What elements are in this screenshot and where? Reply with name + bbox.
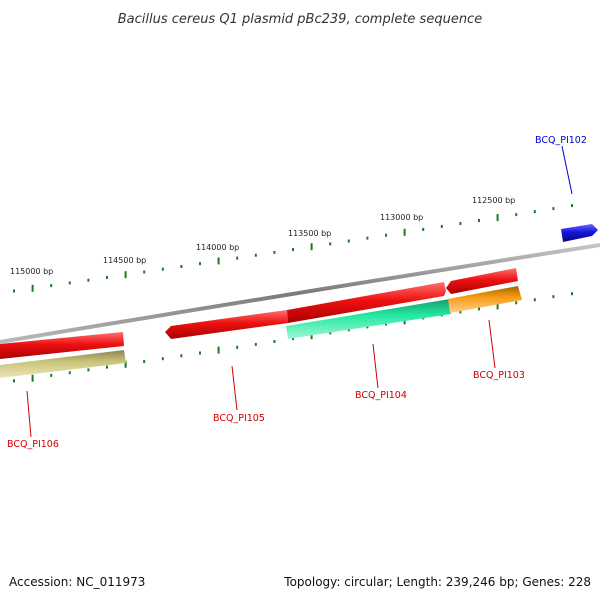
- gene-feature-bcq-pi106-forward[interactable]: [0, 332, 124, 359]
- inner-ruler-tick: [552, 295, 555, 299]
- outer-ruler-tick: [459, 222, 462, 225]
- outer-ruler-tick: [403, 228, 406, 236]
- outer-ruler-tick: [236, 256, 239, 260]
- inner-ruler-tick: [273, 340, 276, 343]
- outer-ruler-tick: [180, 265, 183, 268]
- ruler-label-112500: 112500 bp: [472, 196, 515, 205]
- inner-ruler-tick: [199, 351, 201, 355]
- gene-label-bcq-pi102[interactable]: BCQ_PI102: [535, 135, 587, 146]
- inner-ruler-tick: [515, 301, 518, 305]
- inner-ruler-tick: [366, 325, 369, 329]
- inner-ruler-tick: [50, 373, 53, 377]
- outer-ruler-tick: [440, 224, 443, 228]
- outer-ruler-tick: [106, 276, 108, 279]
- inner-ruler-tick: [161, 357, 164, 361]
- inner-ruler-tick: [254, 342, 257, 346]
- inner-ruler-tick: [31, 374, 34, 382]
- inner-ruler-tick: [68, 371, 71, 375]
- gene-feature-bcq-pi103[interactable]: [448, 286, 522, 313]
- outer-ruler-tick: [50, 284, 53, 288]
- inner-ruler-tick: [217, 346, 220, 354]
- gene-feature-bcq-pi106[interactable]: [0, 350, 126, 378]
- gene-feature-bcq-pi105[interactable]: [165, 310, 288, 339]
- outer-ruler-tick: [199, 262, 201, 266]
- callout-line-bcq-pi103: [488, 319, 496, 369]
- gene-feature-bcq-pi102[interactable]: [561, 224, 598, 242]
- outer-ruler-tick: [478, 219, 480, 222]
- inner-ruler-tick: [571, 292, 573, 296]
- outer-ruler-tick: [496, 214, 499, 222]
- outer-ruler-tick: [571, 204, 573, 208]
- outer-ruler-tick: [422, 227, 425, 231]
- ruler-labels: 115000 bp 114500 bp 114000 bp 113500 bp …: [10, 196, 515, 276]
- inner-ruler-tick: [106, 365, 108, 369]
- outer-ruler-tick: [13, 289, 15, 293]
- callout-line-bcq-pi105: [231, 365, 238, 411]
- outer-ruler-tick: [124, 271, 127, 279]
- gene-label-bcq-pi103[interactable]: BCQ_PI103: [473, 370, 525, 381]
- outer-ruler-tick: [385, 233, 387, 237]
- gene-label-bcq-pi105[interactable]: BCQ_PI105: [213, 413, 265, 424]
- inner-ruler-tick: [533, 298, 536, 302]
- callout-line-bcq-pi102: [561, 145, 573, 195]
- ruler-label-114500: 114500 bp: [103, 256, 146, 265]
- inner-ruler-tick: [478, 307, 480, 311]
- map-title: Bacillus cereus Q1 plasmid pBc239, compl…: [118, 12, 482, 27]
- inner-ruler-tick: [180, 354, 183, 358]
- accession-text: Accession: NC_011973: [9, 575, 145, 589]
- ruler-label-115000: 115000 bp: [10, 267, 53, 276]
- outer-ruler-tick: [533, 210, 536, 214]
- topology-summary-text: Topology: circular; Length: 239,246 bp; …: [283, 575, 591, 589]
- gene-label-bcq-pi104[interactable]: BCQ_PI104: [355, 390, 407, 401]
- callout-line-bcq-pi106: [26, 390, 32, 438]
- outer-ruler-tick: [68, 281, 71, 285]
- inner-ruler-tick: [496, 302, 499, 310]
- gene-label-bcq-pi106[interactable]: BCQ_PI106: [7, 439, 59, 450]
- inner-ruler-tick: [292, 337, 294, 341]
- callout-line-bcq-pi104: [372, 343, 379, 389]
- inner-ruler-tick: [459, 310, 462, 314]
- outer-ruler-tick: [310, 243, 313, 251]
- inner-ruler-tick: [143, 360, 146, 363]
- outer-ruler-tick: [143, 270, 146, 274]
- outer-ruler-tick: [329, 242, 332, 246]
- outer-ruler-tick: [515, 213, 518, 217]
- ruler-label-114000: 114000 bp: [196, 243, 239, 252]
- outer-ruler-tick: [347, 239, 350, 243]
- ruler-ticks: [13, 204, 573, 383]
- outer-ruler-tick: [254, 253, 257, 257]
- inner-ruler-tick: [87, 368, 90, 372]
- ruler-label-113500: 113500 bp: [288, 229, 331, 238]
- outer-ruler-tick: [552, 207, 555, 211]
- plasmid-backbone: [0, 243, 600, 344]
- inner-ruler-tick: [236, 345, 239, 349]
- gene-feature-bcq-pi103-forward[interactable]: [446, 268, 518, 294]
- inner-ruler-tick: [347, 328, 350, 332]
- inner-ruler-tick: [13, 379, 15, 383]
- inner-ruler-tick: [124, 360, 127, 368]
- outer-ruler-tick: [161, 267, 164, 271]
- outer-ruler-tick: [31, 284, 34, 292]
- outer-ruler-tick: [273, 250, 276, 254]
- ruler-label-113000: 113000 bp: [380, 213, 423, 222]
- inner-ruler-tick: [329, 331, 332, 335]
- inner-ruler-tick: [310, 332, 313, 340]
- outer-ruler-tick: [366, 236, 369, 240]
- outer-ruler-tick: [292, 248, 294, 252]
- gene-feature-bcq-pi104-forward[interactable]: [287, 282, 446, 323]
- gene-feature-bcq-pi104[interactable]: [286, 299, 451, 339]
- outer-ruler-tick: [217, 257, 220, 265]
- outer-ruler-tick: [87, 278, 90, 282]
